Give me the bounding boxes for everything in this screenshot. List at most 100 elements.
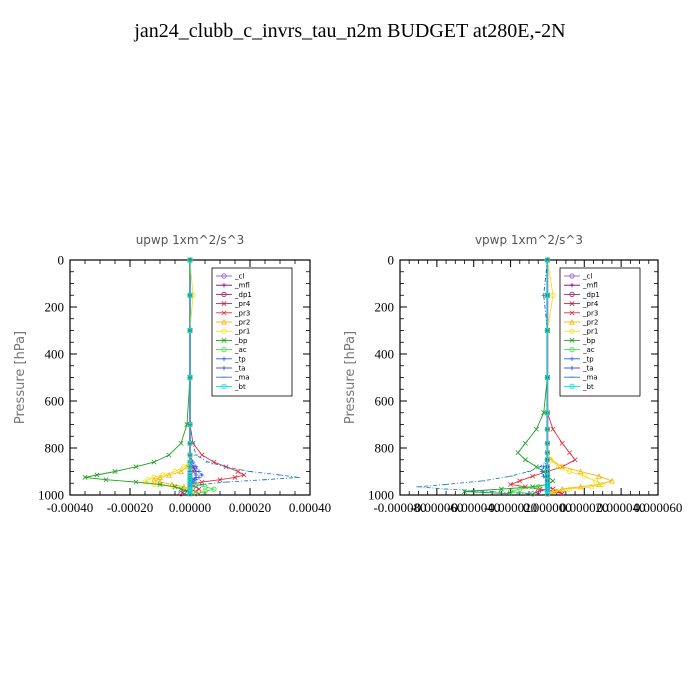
panel2-legend-item: _mfl — [564, 282, 598, 290]
panel1-series-bp — [82, 257, 193, 497]
panel1-data-point — [178, 440, 184, 446]
panel1-data-point — [241, 472, 247, 478]
panel1-ytick-label: 200 — [45, 300, 65, 315]
panel2-legend-label: _tp — [582, 355, 594, 363]
panel1-legend: _cl_mfl_dp1_pr4_pr3_pr2_pr1_bp_ac_tp_ta_… — [211, 267, 293, 397]
panel2-data-point — [544, 327, 551, 334]
panel1-legend-label: _pr2 — [234, 319, 250, 327]
page-title: jan24_clubb_c_invrs_tau_n2m BUDGET at280… — [134, 20, 566, 42]
panel2-legend-marker — [569, 337, 575, 343]
panel2-legend-item: _pr2 — [564, 319, 598, 327]
panel2-data-point — [559, 486, 566, 492]
panel2-series-bt — [544, 257, 551, 497]
panel1-data-point — [172, 484, 178, 490]
panel2-legend-label: _pr3 — [582, 309, 598, 317]
panel2-legend-marker — [569, 356, 575, 361]
panel2-data-point — [566, 486, 573, 492]
panel2-data-point — [589, 484, 595, 490]
panel1-data-point — [235, 469, 241, 474]
panel2-data-point — [539, 469, 545, 474]
panel2-data-point — [577, 468, 584, 475]
panel2-xtick-label: -0.000040 — [447, 500, 500, 515]
panel2-legend-item: _pr1 — [564, 328, 598, 336]
panel2-data-point — [530, 473, 536, 479]
panel1-series-line — [144, 259, 194, 495]
panel2-xtick-label: -0.000020 — [484, 500, 537, 515]
panel2-xtick-label: 0.000000 — [523, 500, 572, 515]
panel1-data-point — [151, 459, 157, 465]
panel1-legend-label: _cl — [234, 273, 244, 281]
panel2-data-point — [550, 478, 556, 484]
panel1-ytick-label: 800 — [45, 441, 65, 456]
panel1-data-point — [103, 477, 109, 483]
panel1-xtick-label: 0.00000 — [169, 500, 211, 515]
panel2-ytick-label: 600 — [375, 394, 395, 409]
panel2-series-line — [418, 260, 548, 495]
panel2-legend-marker — [569, 365, 575, 371]
panel1-legend-item: _bt — [216, 383, 246, 391]
panel1-data-point — [232, 474, 238, 480]
panel2-legend-marker — [569, 291, 575, 297]
panel2-data-point — [544, 491, 551, 497]
panel1-data-point — [199, 479, 205, 485]
panel2-series-bp — [462, 257, 556, 497]
panel1-data-point — [187, 452, 193, 458]
panel2-legend-label: _ta — [582, 365, 594, 373]
panel1-title: upwp 1xm^2/s^3 — [136, 233, 245, 247]
panel2-data-point — [550, 292, 556, 298]
panel2-legend-label: _ac — [582, 346, 595, 354]
panel1-legend-marker — [221, 283, 227, 288]
panel2-data-point — [559, 491, 565, 497]
panel1-data-point — [181, 464, 187, 470]
panel1-series-bt — [187, 257, 193, 497]
panel1-data-point — [133, 464, 139, 470]
panel2-data-point — [498, 486, 504, 492]
panel1-data-point — [187, 374, 193, 381]
panel2-legend-label: _bp — [582, 337, 596, 345]
panel1-data-point — [190, 464, 196, 469]
panel2-data-point — [541, 410, 547, 416]
panel1-data-point — [178, 468, 184, 475]
panel2-legend-marker — [569, 383, 575, 389]
panel1-ytick-label: 0 — [58, 253, 65, 268]
panel2-legend-label: _bt — [582, 383, 594, 391]
panel2-legend-item: _dp1 — [564, 291, 600, 299]
panel2-data-point — [517, 478, 523, 484]
panel2-xtick-label: 0.000020 — [560, 500, 609, 515]
panel2-data-point — [596, 473, 602, 479]
panel2-data-point — [600, 481, 606, 488]
panel1-data-point — [142, 479, 148, 485]
panel2-data-point — [552, 488, 558, 495]
panel1-data-point — [187, 440, 193, 446]
panel2-ylabel: Pressure [hPa] — [343, 331, 358, 424]
panel2-legend-label: _ma — [582, 374, 598, 382]
panel2-legend-marker — [569, 318, 575, 325]
panel2-data-point — [544, 440, 551, 446]
panel1-legend-marker — [221, 310, 227, 316]
panel1-ytick-label: 400 — [45, 347, 65, 362]
panel2-data-point — [544, 450, 551, 456]
panel2-legend-label: _pr1 — [582, 328, 598, 336]
panel1-legend-label: _bp — [234, 337, 248, 345]
panel1-data-point — [187, 327, 193, 334]
panel1-legend-marker — [221, 318, 227, 325]
panel1-legend-marker — [221, 273, 227, 279]
panel1-data-point — [199, 452, 205, 458]
panel1-legend-label: _ac — [234, 346, 247, 354]
panel2-xtick-label: 0.000040 — [597, 500, 646, 515]
panel1-legend-item: _mfl — [216, 282, 250, 290]
panel1-data-point — [187, 468, 193, 475]
panel2-series-ma — [416, 259, 550, 495]
panel1-data-point — [196, 486, 202, 492]
panel1-series-line — [152, 260, 191, 494]
panel2-legend-marker — [569, 301, 575, 307]
panel1-data-point — [157, 481, 163, 487]
panel1-legend-marker — [221, 346, 227, 353]
panel1-data-point — [187, 257, 193, 263]
panel1-legend-item: _ma — [216, 374, 250, 382]
panel2-data-point — [544, 488, 551, 495]
panel1-data-point — [199, 472, 205, 478]
panel2-data-point — [522, 440, 528, 446]
panel2-legend-item: _tp — [564, 355, 594, 363]
panel1-legend-marker — [221, 356, 227, 361]
